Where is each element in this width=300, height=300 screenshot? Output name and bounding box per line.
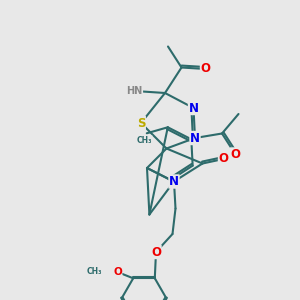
Text: O: O xyxy=(230,148,241,161)
Text: CH₃: CH₃ xyxy=(87,268,103,277)
Text: CH₃: CH₃ xyxy=(136,136,152,145)
Text: O: O xyxy=(218,152,229,166)
Text: N: N xyxy=(190,131,200,145)
Text: N: N xyxy=(188,101,199,115)
Text: S: S xyxy=(137,116,145,130)
Text: O: O xyxy=(200,62,211,76)
Text: HN: HN xyxy=(126,86,142,97)
Text: O: O xyxy=(151,245,161,259)
Text: N: N xyxy=(169,175,179,188)
Text: O: O xyxy=(113,267,122,277)
